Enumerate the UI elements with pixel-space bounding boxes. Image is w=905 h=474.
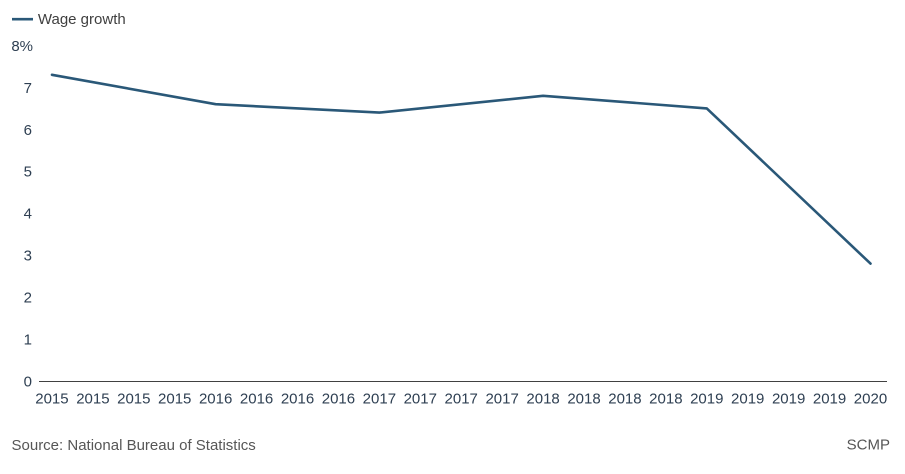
svg-text:2019: 2019 bbox=[731, 390, 764, 407]
svg-text:2015: 2015 bbox=[158, 390, 191, 407]
svg-text:2019: 2019 bbox=[772, 390, 805, 407]
svg-text:1: 1 bbox=[24, 332, 32, 349]
svg-text:2017: 2017 bbox=[445, 390, 478, 407]
svg-text:7: 7 bbox=[24, 80, 32, 97]
svg-text:2015: 2015 bbox=[35, 390, 68, 407]
svg-text:0: 0 bbox=[24, 373, 32, 390]
svg-text:4: 4 bbox=[24, 206, 32, 223]
svg-text:3: 3 bbox=[24, 248, 32, 265]
svg-text:2019: 2019 bbox=[690, 390, 723, 407]
svg-text:2018: 2018 bbox=[649, 390, 682, 407]
svg-text:2016: 2016 bbox=[240, 390, 273, 407]
svg-text:2016: 2016 bbox=[322, 390, 355, 407]
svg-text:2016: 2016 bbox=[281, 390, 314, 407]
svg-text:2018: 2018 bbox=[608, 390, 641, 407]
svg-text:2017: 2017 bbox=[404, 390, 437, 407]
svg-text:Wage growth: Wage growth bbox=[38, 11, 126, 28]
svg-text:2017: 2017 bbox=[485, 390, 518, 407]
svg-text:8%: 8% bbox=[11, 38, 33, 55]
svg-text:5: 5 bbox=[24, 164, 32, 181]
svg-text:2018: 2018 bbox=[567, 390, 600, 407]
svg-text:Source: National Bureau of Sta: Source: National Bureau of Statistics bbox=[12, 437, 256, 454]
svg-text:2016: 2016 bbox=[199, 390, 232, 407]
svg-text:2018: 2018 bbox=[526, 390, 559, 407]
svg-text:2: 2 bbox=[24, 290, 32, 307]
svg-text:6: 6 bbox=[24, 122, 32, 139]
svg-text:SCMP: SCMP bbox=[847, 437, 890, 454]
svg-text:2015: 2015 bbox=[117, 390, 150, 407]
svg-text:2019: 2019 bbox=[813, 390, 846, 407]
svg-text:2015: 2015 bbox=[76, 390, 109, 407]
svg-text:2020: 2020 bbox=[854, 390, 887, 407]
svg-text:2017: 2017 bbox=[363, 390, 396, 407]
